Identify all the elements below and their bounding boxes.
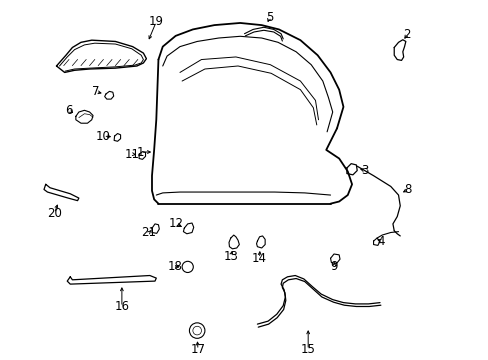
Text: 18: 18 <box>167 260 182 273</box>
Text: 21: 21 <box>141 226 156 239</box>
Text: 15: 15 <box>300 343 315 356</box>
Text: 19: 19 <box>148 15 163 28</box>
Text: 2: 2 <box>403 28 410 41</box>
Text: 14: 14 <box>251 252 266 265</box>
Text: 20: 20 <box>47 207 61 220</box>
Text: 10: 10 <box>96 130 111 143</box>
Text: 3: 3 <box>361 164 368 177</box>
Text: 17: 17 <box>190 343 205 356</box>
Text: 13: 13 <box>223 250 238 263</box>
Text: 11: 11 <box>125 148 140 161</box>
Text: 12: 12 <box>169 217 183 230</box>
Text: 8: 8 <box>404 183 411 196</box>
Text: 4: 4 <box>377 235 384 248</box>
Text: 6: 6 <box>65 104 73 117</box>
Text: 7: 7 <box>92 85 100 98</box>
Text: 9: 9 <box>329 260 337 273</box>
Text: 5: 5 <box>265 11 273 24</box>
Text: 1: 1 <box>136 145 144 158</box>
Text: 16: 16 <box>114 301 129 314</box>
